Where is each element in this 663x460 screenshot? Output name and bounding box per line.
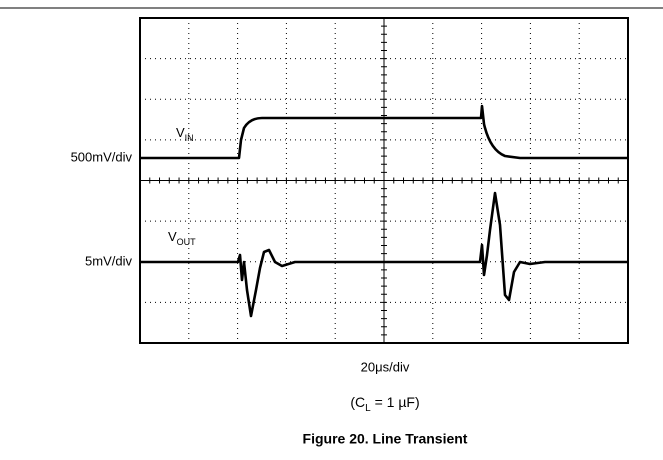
condition: (CL = 1 µF) [350,394,419,414]
time-scale: 20μs/div [361,359,410,374]
figure-title: Figure 20. Line Transient [303,431,468,447]
vout-label: VOUT [168,229,196,247]
vout-scale: 5mV/div [85,253,132,268]
vin-trace [140,104,628,160]
vin-scale: 500mV/div [71,149,133,164]
scope-grid [140,18,628,343]
vin-label: VIN [176,125,194,143]
vout-trace [140,191,628,318]
